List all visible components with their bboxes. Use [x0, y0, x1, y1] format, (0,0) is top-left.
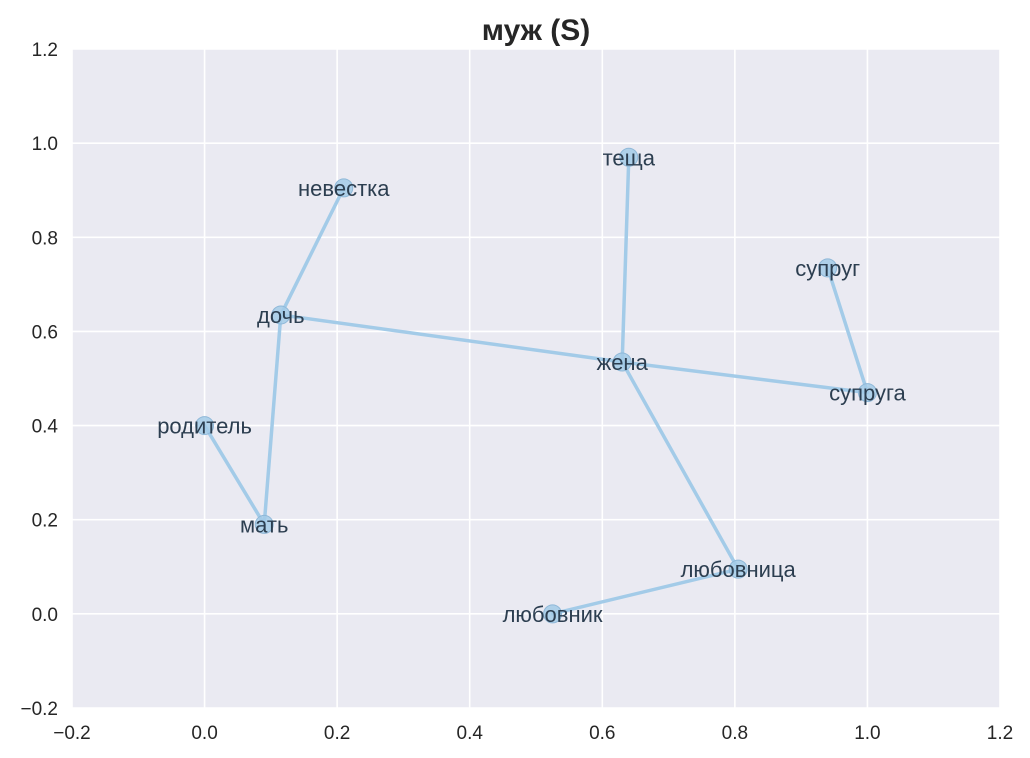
point-label: мать: [240, 512, 288, 537]
edge-line: [620, 360, 870, 395]
point-marker: [818, 258, 838, 278]
y-tick-label: 0.0: [32, 605, 58, 626]
point-markers: [195, 147, 877, 624]
edge-line: [620, 360, 740, 571]
edge-lines: [202, 155, 870, 616]
point-label: супруга: [829, 381, 906, 406]
y-tick-label: 0.6: [32, 322, 58, 343]
point-marker: [195, 416, 215, 436]
x-tick-label: 0.2: [324, 723, 350, 744]
point-label: невестка: [298, 176, 390, 201]
y-tick-label: 0.2: [32, 511, 58, 532]
y-tick-label: −0.2: [20, 699, 58, 720]
edge-line: [825, 266, 870, 395]
point-label: теща: [603, 145, 656, 170]
x-tick-label: −0.2: [53, 723, 91, 744]
x-tick-label: 0.4: [457, 723, 484, 744]
x-tick-label: 0.0: [191, 723, 217, 744]
plot-area: [72, 49, 1000, 708]
x-tick-label: 0.6: [589, 723, 615, 744]
y-tick-label: 1.0: [32, 134, 58, 155]
y-tick-label: 0.4: [32, 417, 59, 438]
x-tick-label: 1.2: [987, 723, 1013, 744]
point-label: любовница: [681, 557, 797, 582]
point-marker: [619, 147, 639, 167]
point-marker: [857, 383, 877, 403]
point-marker: [612, 352, 632, 372]
y-tick-labels: −0.2 0.0 0.2 0.4 0.6 0.8 1.0 1.2: [20, 40, 58, 720]
grid-lines: [71, 48, 1001, 709]
point-marker: [334, 178, 354, 198]
point-marker: [543, 604, 563, 624]
x-tick-label: 1.0: [854, 723, 880, 744]
point-label: родитель: [157, 414, 252, 439]
chart-title: муж (S): [482, 14, 590, 47]
edge-line: [202, 423, 266, 527]
y-tick-label: 0.8: [32, 228, 58, 249]
x-tick-label: 0.8: [722, 723, 748, 744]
edge-line: [279, 186, 346, 317]
edge-line: [262, 313, 283, 527]
edge-line: [550, 567, 740, 616]
x-tick-labels: −0.2 0.0 0.2 0.4 0.6 0.8 1.0 1.2: [53, 723, 1013, 744]
y-tick-label: 1.2: [32, 40, 58, 61]
point-marker: [728, 559, 748, 579]
point-marker: [271, 305, 291, 325]
point-label: жена: [596, 350, 648, 375]
edge-line: [279, 313, 624, 364]
point-label: дочь: [257, 303, 305, 328]
edge-line: [620, 155, 631, 364]
point-marker: [254, 514, 274, 534]
point-labels: теща невестка супруг дочь жена супруга родител…: [157, 145, 906, 627]
point-label: супруг: [795, 256, 860, 281]
point-label: любовник: [503, 602, 603, 627]
